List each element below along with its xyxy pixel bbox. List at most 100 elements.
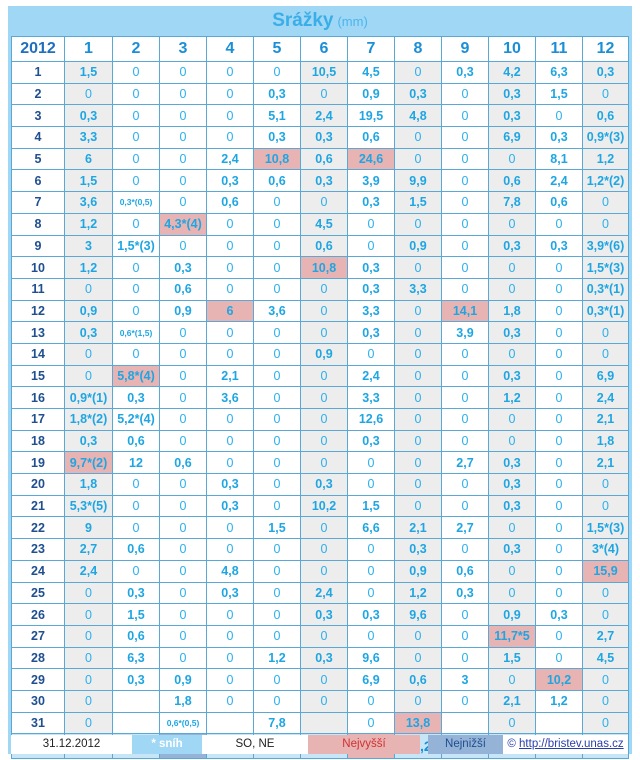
- value-cell: 0,3: [488, 234, 536, 258]
- value-cell: 15,9: [582, 559, 629, 583]
- day-label: 16: [11, 386, 65, 409]
- value-cell: 0: [300, 191, 348, 214]
- value-cell: 12: [112, 451, 160, 475]
- value-cell: 0: [64, 277, 113, 301]
- value-cell: 0: [206, 321, 254, 344]
- table-row: 25 0 0,3 0 0,3 0 2,4 0 1,2 0,3 0 0 0: [11, 581, 629, 605]
- table-row: 20 1,8 0 0 0,3 0 0,3 0 0 0 0,3 0 0: [11, 473, 629, 496]
- value-cell: 0: [582, 191, 629, 214]
- value-cell: 0: [206, 689, 254, 713]
- value-cell: 0: [206, 408, 254, 431]
- value-cell: 0: [112, 516, 160, 540]
- value-cell: 0: [394, 689, 442, 713]
- value-cell: 0: [347, 538, 395, 561]
- value-cell: 0,3*(1): [582, 299, 629, 323]
- value-cell: 0: [159, 82, 207, 106]
- value-cell: 0,9*(1): [64, 386, 113, 409]
- value-cell: 0: [64, 342, 113, 366]
- value-cell: 0: [347, 581, 395, 605]
- value-cell: 0,6: [112, 429, 160, 453]
- value-cell: 0,9: [347, 82, 395, 106]
- value-cell: 0: [253, 386, 301, 409]
- value-cell: 5,3*(5): [64, 494, 113, 518]
- value-cell: 3: [441, 668, 489, 691]
- value-cell: 0: [441, 191, 489, 214]
- value-cell: 0,6*(0,5): [159, 711, 207, 735]
- table-row: 5 6 0 0 2,4 10,8 0,6 24,6 0 0 0 8,1 1,2: [11, 147, 629, 171]
- table-row: 7 3,6 0,3*(0,5) 0 0,6 0 0 0,3 1,5 0 7,8 0,6 0: [11, 191, 629, 214]
- day-label: 1: [11, 61, 65, 84]
- value-cell: 0: [112, 82, 160, 106]
- precipitation-panel: Srážky (mm) 2012 1 2 3 4 5 6 7 8 9 10 11 12 1 1,5 0 0 0 0 10…: [8, 6, 632, 760]
- value-cell: 0: [535, 321, 583, 344]
- value-cell: 0,3: [535, 603, 583, 626]
- value-cell: 12,6: [347, 408, 395, 431]
- value-cell: 0: [394, 473, 442, 496]
- value-cell: 0,6: [582, 104, 629, 128]
- value-cell: 0,3: [64, 321, 113, 344]
- value-cell: 0: [300, 82, 348, 106]
- value-cell: 1,5*(3): [112, 234, 160, 258]
- day-label: 26: [11, 603, 65, 626]
- value-cell: 0: [300, 668, 348, 691]
- value-cell: 10,2: [300, 494, 348, 518]
- value-cell: 0: [206, 82, 254, 106]
- value-cell: 8,1: [535, 147, 583, 171]
- value-cell: 3,9: [347, 169, 395, 193]
- day-label: 19: [11, 451, 65, 475]
- value-cell: 0,3: [159, 256, 207, 279]
- day-label: 24: [11, 559, 65, 583]
- value-cell: 0: [441, 603, 489, 626]
- legend-link[interactable]: © http://bristev.unas.cz: [503, 735, 628, 754]
- value-cell: 0: [488, 668, 536, 691]
- value-cell: 2,4: [300, 104, 348, 128]
- value-cell: 0,3*(0,5): [112, 191, 160, 214]
- table-row: 16 0,9*(1) 0,3 0 3,6 0 0 3,3 0 0 1,2 0 2,4: [11, 386, 629, 409]
- value-cell: 1,2*(2): [582, 169, 629, 193]
- value-cell: 0: [159, 342, 207, 366]
- value-cell: 7,8: [488, 191, 536, 214]
- value-cell: 0: [488, 212, 536, 236]
- value-cell: 0: [206, 342, 254, 366]
- table-row: 13 0,3 0,6*(1,5) 0 0 0 0 0,3 0 3,9 0,3 0 0: [11, 321, 629, 344]
- table-row: 17 1,8*(2) 5,2*(4) 0 0 0 0 12,6 0 0 0 0 2,1: [11, 408, 629, 431]
- value-cell: 0: [394, 126, 442, 149]
- value-cell: 0: [206, 256, 254, 279]
- value-cell: 14,1: [441, 299, 489, 323]
- value-cell: 0: [535, 364, 583, 388]
- value-cell: 0,3: [488, 538, 536, 561]
- value-cell: 0,3: [64, 429, 113, 453]
- value-cell: 0: [394, 256, 442, 279]
- day-label: 27: [11, 624, 65, 648]
- value-cell: 1,8*(2): [64, 408, 113, 431]
- legend-date: 31.12.2012: [11, 735, 132, 754]
- value-cell: 0: [112, 147, 160, 171]
- value-cell: 2,4: [206, 147, 254, 171]
- value-cell: 0: [535, 408, 583, 431]
- value-cell: 3,6: [206, 386, 254, 409]
- value-cell: 0: [300, 516, 348, 540]
- value-cell: 0: [253, 234, 301, 258]
- value-cell: 0: [253, 668, 301, 691]
- value-cell: 0,3: [347, 321, 395, 344]
- value-cell: 0: [582, 473, 629, 496]
- value-cell: 0: [159, 321, 207, 344]
- value-cell: 1,2: [64, 212, 113, 236]
- value-cell: 0: [112, 104, 160, 128]
- value-cell: 1,2: [488, 386, 536, 409]
- value-cell: 0: [112, 559, 160, 583]
- value-cell: 2,1: [206, 364, 254, 388]
- value-cell: 0,6: [394, 668, 442, 691]
- table-row: 10 1,2 0 0,3 0 0 10,8 0,3 0 0 0 0 1,5*(3): [11, 256, 629, 279]
- value-cell: 0: [64, 624, 113, 648]
- value-cell: 0: [159, 473, 207, 496]
- value-cell: 0: [582, 212, 629, 236]
- value-cell: 0: [394, 364, 442, 388]
- value-cell: 0,6: [535, 191, 583, 214]
- value-cell: 0,3: [253, 82, 301, 106]
- value-cell: 0,6: [206, 191, 254, 214]
- value-cell: 0: [535, 429, 583, 453]
- site-link[interactable]: http://bristev.unas.cz: [519, 738, 624, 750]
- value-cell: 0: [300, 538, 348, 561]
- value-cell: 0: [394, 646, 442, 670]
